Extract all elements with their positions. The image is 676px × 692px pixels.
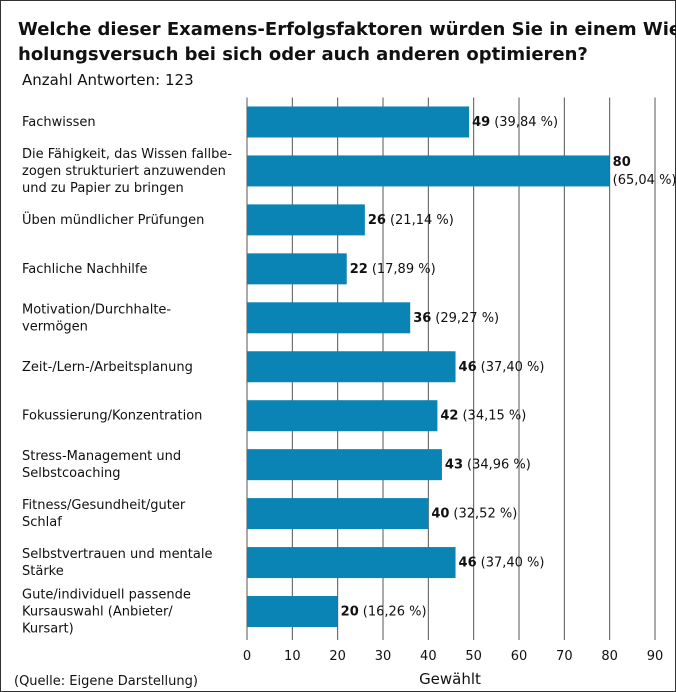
x-tick-label: 0 — [243, 649, 251, 664]
bar — [247, 498, 429, 530]
x-tick-label: 70 — [556, 649, 573, 664]
chart-title: Welche dieser Examens-Erfolgsfaktoren wü… — [18, 19, 676, 65]
value-label: 46 — [459, 555, 477, 570]
value-label: 43 — [445, 457, 463, 472]
bar — [247, 253, 347, 285]
value-label: 49 — [472, 114, 490, 129]
category-label: Fachwissen — [22, 114, 96, 129]
category-label: Motivation/Durchhalte-vermögen — [22, 302, 171, 334]
percentage-label: (39,84 %) — [494, 114, 558, 129]
value-label: 20 — [341, 604, 359, 619]
category-label: Gute/individuell passende Kursauswahl (An… — [22, 587, 191, 636]
bar — [247, 596, 338, 628]
category-label: Fitness/Gesundheit/guter Schlaf — [22, 498, 186, 530]
category-label: Die Fähigkeit, das Wissen fallbe-zogen s… — [22, 146, 232, 195]
bar — [247, 204, 365, 236]
x-tick-label: 10 — [284, 649, 301, 664]
value-label: 42 — [440, 408, 458, 423]
value-label: 46 — [459, 359, 477, 374]
category-label: Fachliche Nachhilfe — [22, 261, 148, 276]
category-label: Fokussierung/Konzentration — [22, 408, 202, 423]
percentage-label: (65,04 %) — [613, 172, 676, 187]
x-tick-label: 30 — [375, 649, 392, 664]
x-tick-label: 20 — [329, 649, 346, 664]
bar — [247, 547, 456, 579]
bar — [247, 155, 610, 187]
percentage-label: (21,14 %) — [390, 212, 454, 227]
x-tick-label: 40 — [420, 649, 437, 664]
x-tick-label: 50 — [465, 649, 482, 664]
percentage-label: (29,27 %) — [435, 310, 499, 325]
percentage-label: (16,26 %) — [363, 604, 427, 619]
value-label: 26 — [368, 212, 386, 227]
percentage-label: (32,52 %) — [453, 506, 517, 521]
percentage-label: (37,40 %) — [481, 555, 545, 570]
chart-subtitle: Anzahl Antworten: 123 — [22, 71, 194, 89]
category-label: Selbstvertrauen und mentale Stärke — [22, 547, 212, 579]
x-tick-label: 90 — [647, 649, 664, 664]
source-note: (Quelle: Eigene Darstellung) — [14, 674, 198, 689]
percentage-label: (37,40 %) — [481, 359, 545, 374]
value-label: 36 — [413, 310, 431, 325]
percentage-label: (17,89 %) — [372, 261, 436, 276]
category-label: Üben mündlicher Prüfungen — [22, 210, 204, 227]
bar — [247, 302, 411, 334]
bar — [247, 351, 456, 383]
x-tick-label: 60 — [511, 649, 528, 664]
percentage-label: (34,15 %) — [462, 408, 526, 423]
x-axis-label: Gewählt — [419, 670, 481, 688]
value-label: 80 — [613, 154, 631, 169]
percentage-label: (34,96 %) — [467, 457, 531, 472]
category-label: Stress-Management und Selbstcoaching — [22, 449, 181, 481]
category-label: Zeit-/Lern-/Arbeitsplanung — [22, 359, 193, 374]
value-label: 22 — [350, 261, 368, 276]
bar — [247, 400, 438, 432]
value-label: 40 — [431, 506, 449, 521]
x-tick-label: 80 — [601, 649, 618, 664]
bar — [247, 449, 442, 481]
bar — [247, 106, 470, 138]
